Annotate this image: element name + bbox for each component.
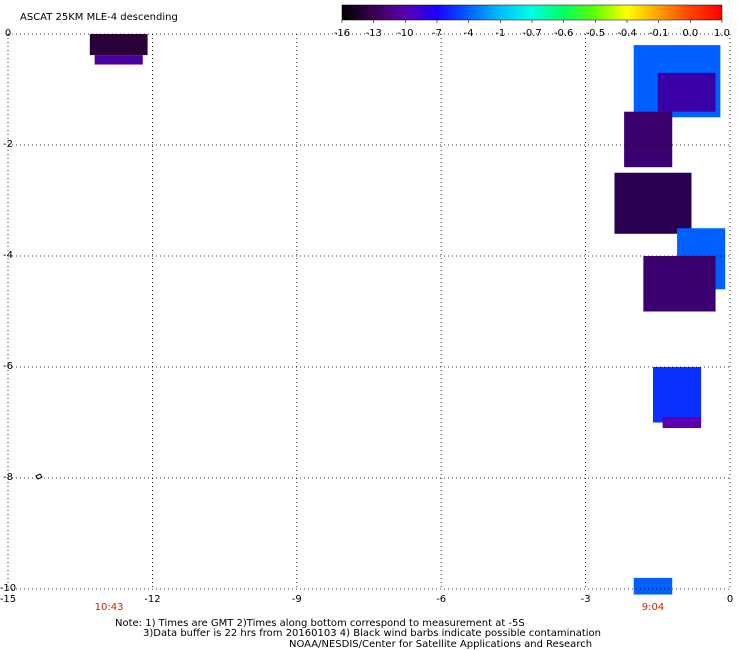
colorbar-label: -0.6 — [554, 28, 574, 39]
heatmap-cell — [643, 256, 716, 312]
colorbar-labels: -16 -13 -10 -7 -4 -1 -0.7 -0.6 -0.5 -0.4 -0.1 0.0 1.… — [334, 20, 730, 39]
heatmap-cell — [657, 72, 716, 112]
colorbar-label: -10 — [397, 28, 413, 39]
colorbar-label: -0.5 — [586, 28, 606, 39]
time-label: 10:43 — [95, 602, 124, 613]
x-tick-label: 0 — [727, 594, 733, 605]
heatmap-cell — [614, 172, 692, 234]
heatmap-cell — [94, 55, 143, 65]
x-tick-label: -3 — [581, 594, 591, 605]
plot-area: -15 -12 -9 -6 -3 0 0 -2 -4 -6 -8 -10 10:43 9:04 — [0, 28, 733, 613]
y-tick-label: -10 — [0, 583, 16, 594]
heatmap-cell — [633, 577, 673, 595]
colorbar — [341, 4, 723, 21]
tick-labels: -15 -12 -9 -6 -3 0 0 -2 -4 -6 -8 -10 — [0, 28, 733, 605]
colorbar-label: 0.0 — [682, 28, 698, 39]
data-cells — [89, 34, 726, 595]
footer-note-1: Note: 1) Times are GMT 2)Times along bot… — [115, 618, 525, 629]
chart-title: ASCAT 25KM MLE-4 descending — [20, 12, 178, 23]
time-labels: 10:43 9:04 — [95, 602, 665, 613]
heatmap-cell — [89, 34, 148, 56]
colorbar-label: 1.0 — [714, 28, 730, 39]
colorbar-label: -0.4 — [617, 28, 637, 39]
footer-note-2: 3)Data buffer is 22 hrs from 20160103 4)… — [143, 628, 601, 639]
grid-lines — [7, 33, 731, 590]
wind-barb-icon — [35, 473, 43, 480]
heatmap-cell — [662, 416, 702, 429]
heatmap-cell — [652, 367, 702, 423]
colorbar-label: -7 — [432, 28, 442, 39]
x-tick-label: -12 — [144, 594, 160, 605]
y-tick-label: 0 — [5, 28, 11, 39]
colorbar-label: -4 — [464, 28, 474, 39]
y-tick-label: -8 — [3, 472, 13, 483]
colorbar-label: -0.1 — [649, 28, 669, 39]
time-label: 9:04 — [642, 602, 664, 613]
colorbar-label: -13 — [365, 28, 381, 39]
colorbar-gradient — [341, 4, 723, 21]
y-tick-label: -2 — [3, 139, 13, 150]
footer-note-3: NOAA/NESDIS/Center for Satellite Applica… — [289, 639, 592, 650]
heatmap-cell — [624, 111, 673, 168]
x-tick-label: -6 — [436, 594, 446, 605]
x-tick-label: -15 — [0, 594, 16, 605]
colorbar-label: -0.7 — [522, 28, 542, 39]
colorbar-label: -1 — [495, 28, 505, 39]
x-tick-label: -9 — [292, 594, 302, 605]
colorbar-label: -16 — [334, 28, 350, 39]
y-tick-label: -6 — [3, 361, 13, 372]
y-tick-label: -4 — [3, 250, 13, 261]
